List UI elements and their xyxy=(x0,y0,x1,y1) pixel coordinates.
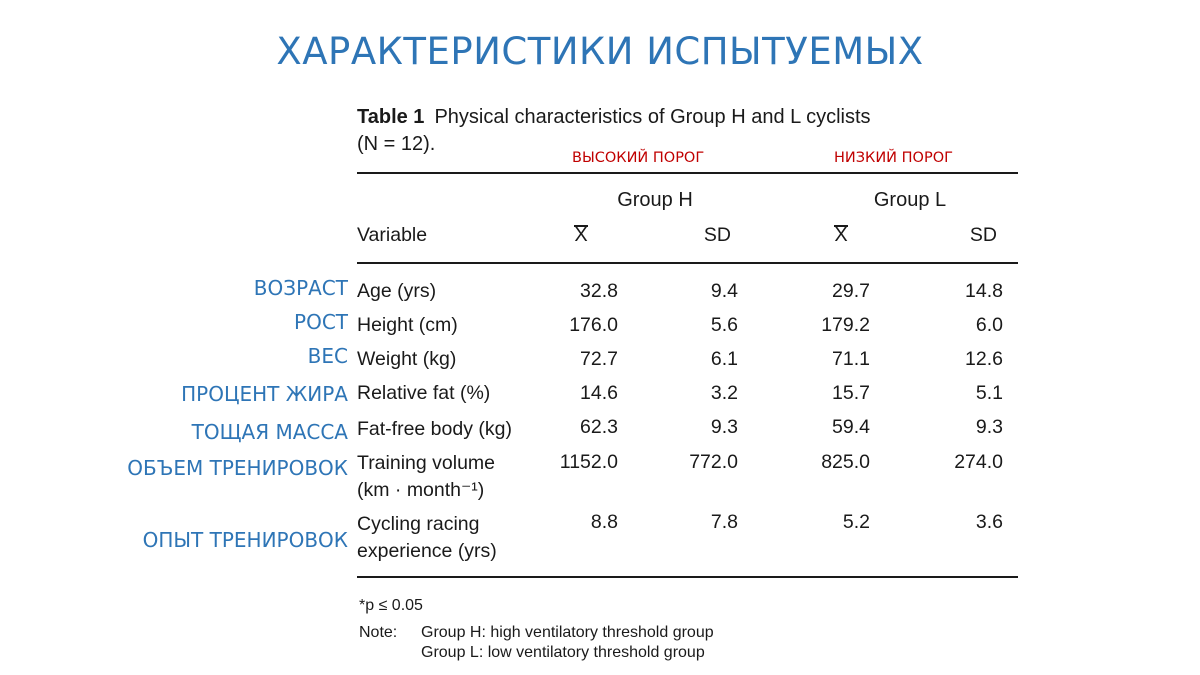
row-l-mean: 15.7 xyxy=(832,382,870,404)
header-h-sd: SD xyxy=(703,224,731,246)
header-l-mean: X xyxy=(816,222,866,249)
header-group-l: Group L xyxy=(873,189,947,211)
footnote-significance: *p ≤ 0.05 xyxy=(359,597,423,614)
row-h-sd: 6.1 xyxy=(710,348,738,370)
row-l-mean: 59.4 xyxy=(832,416,870,438)
row-label: Age (yrs) xyxy=(357,280,437,302)
row-h-mean: 176.0 xyxy=(569,314,618,336)
table-caption-text: Physical characteristics of Group H and … xyxy=(434,106,871,128)
row-ru-label: ТОЩАЯ МАССА xyxy=(191,420,348,444)
row-ru-label: ОПЫТ ТРЕНИРОВОК xyxy=(142,528,348,552)
row-label: Cycling racing xyxy=(357,513,480,535)
row-label: Weight (kg) xyxy=(357,348,457,370)
row-l-sd: 9.3 xyxy=(975,416,1003,438)
row-label: Height (cm) xyxy=(357,314,458,336)
row-l-sd: 5.1 xyxy=(975,382,1003,404)
row-h-mean: 72.7 xyxy=(580,348,618,370)
row-h-mean: 8.8 xyxy=(590,511,618,533)
row-ru-label: ВЕС xyxy=(307,344,348,368)
table-rule-top xyxy=(357,172,1018,174)
row-l-mean: 5.2 xyxy=(842,511,870,533)
row-l-sd: 274.0 xyxy=(954,451,1003,473)
table-caption-label: Table 1 xyxy=(357,106,425,128)
annotation-group-l: НИЗКИЙ ПОРОГ xyxy=(834,150,953,166)
row-l-sd: 6.0 xyxy=(975,314,1003,336)
row-h-mean: 62.3 xyxy=(580,416,618,438)
row-h-sd: 5.6 xyxy=(710,314,738,336)
header-h-mean: X xyxy=(556,222,606,249)
row-l-mean: 29.7 xyxy=(832,280,870,302)
row-l-mean: 179.2 xyxy=(821,314,870,336)
row-h-mean: 1152.0 xyxy=(559,451,618,473)
table-rule-bottom xyxy=(357,576,1018,578)
row-ru-label: ВОЗРАСТ xyxy=(253,276,348,300)
row-h-mean: 14.6 xyxy=(580,382,618,404)
header-l-sd: SD xyxy=(969,224,997,246)
row-label: Fat-free body (kg) xyxy=(357,418,512,440)
header-group-h: Group H xyxy=(617,189,693,211)
footnote-note-group-l: Group L: low ventilatory threshold group xyxy=(421,644,705,661)
row-l-sd: 12.6 xyxy=(965,348,1003,370)
row-label: Training volume xyxy=(357,452,496,474)
header-h-mean-symbol: X xyxy=(574,222,589,249)
table-rule-mid xyxy=(357,262,1018,264)
row-l-sd: 3.6 xyxy=(975,511,1003,533)
row-h-sd: 3.2 xyxy=(710,382,738,404)
annotation-group-h: ВЫСОКИЙ ПОРОГ xyxy=(572,150,705,166)
header-l-mean-symbol: X xyxy=(834,222,849,249)
row-ru-label: ПРОЦЕНТ ЖИРА xyxy=(181,382,348,406)
table-caption: Table 1 Physical characteristics of Group… xyxy=(357,104,977,158)
row-h-sd: 9.3 xyxy=(710,416,738,438)
row-label: Relative fat (%) xyxy=(357,382,491,404)
row-h-mean: 32.8 xyxy=(580,280,618,302)
row-l-mean: 71.1 xyxy=(832,348,870,370)
row-l-mean: 825.0 xyxy=(821,451,870,473)
header-variable: Variable xyxy=(357,224,428,246)
table-caption-n: (N = 12). xyxy=(357,133,436,155)
row-ru-label: ОБЪЕМ ТРЕНИРОВОК xyxy=(127,456,348,480)
row-h-sd: 772.0 xyxy=(689,451,738,473)
row-h-sd: 9.4 xyxy=(710,280,738,302)
row-l-sd: 14.8 xyxy=(965,280,1003,302)
footnote-note-group-h: Group H: high ventilatory threshold grou… xyxy=(421,624,714,641)
row-label-line2: experience (yrs) xyxy=(357,540,497,562)
footnote-note: Note: Group H: high ventilatory threshold… xyxy=(359,623,714,663)
footnote-note-label: Note: xyxy=(359,624,398,641)
row-ru-label: РОСТ xyxy=(294,310,348,334)
slide-title: ХАРАКТЕРИСТИКИ ИСПЫТУЕМЫХ xyxy=(276,30,924,73)
row-h-sd: 7.8 xyxy=(710,511,738,533)
row-label-line2: (km · month⁻¹) xyxy=(357,479,485,501)
